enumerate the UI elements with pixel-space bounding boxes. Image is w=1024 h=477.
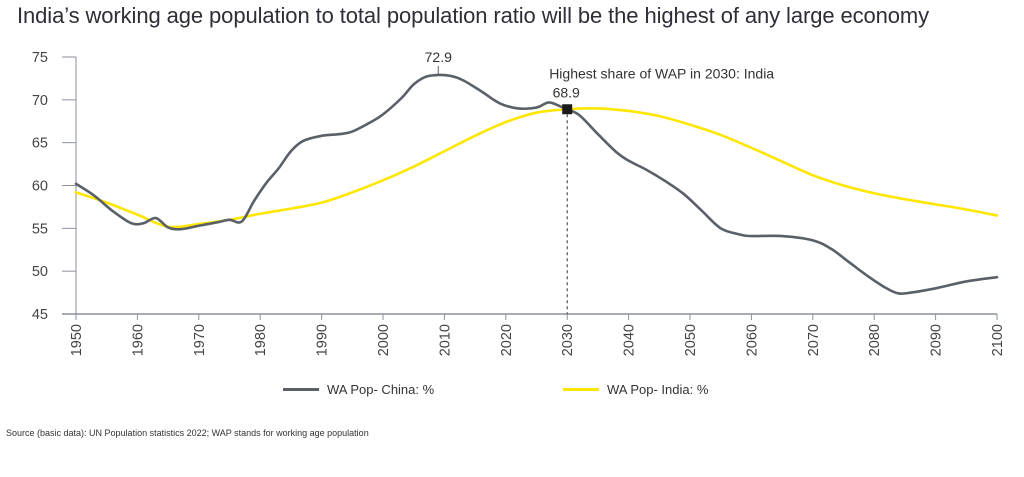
chart-title: India’s working age population to total … bbox=[17, 3, 930, 28]
legend-item-india: WA Pop- India: % bbox=[563, 382, 708, 397]
legend-label-india: WA Pop- India: % bbox=[607, 382, 709, 397]
x-tick-label: 2050 bbox=[683, 324, 699, 356]
x-tick-label: 2000 bbox=[376, 324, 392, 356]
x-tick-label: 2030 bbox=[560, 324, 576, 356]
y-tick-label: 60 bbox=[32, 179, 48, 195]
x-tick-label: 2080 bbox=[867, 324, 883, 356]
y-tick-label: 45 bbox=[32, 307, 48, 323]
x-tick-label: 1960 bbox=[130, 324, 146, 356]
x-tick-label: 1990 bbox=[315, 324, 331, 356]
legend-item-china: WA Pop- China: % bbox=[283, 382, 434, 397]
x-tick-label: 2020 bbox=[499, 324, 515, 356]
y-tick-label: 75 bbox=[32, 50, 48, 66]
source-note: Source (basic data): UN Population stati… bbox=[6, 428, 369, 438]
y-tick-label: 65 bbox=[32, 136, 48, 152]
legend-label-china: WA Pop- China: % bbox=[327, 382, 435, 397]
highlight-annotation: Highest share of WAP in 2030: India bbox=[549, 65, 774, 81]
y-tick-label: 55 bbox=[32, 221, 48, 237]
x-tick-label: 2040 bbox=[622, 324, 638, 356]
legend-swatch-china bbox=[283, 388, 319, 391]
x-tick-label: 2090 bbox=[929, 324, 945, 356]
highlight-value: 68.9 bbox=[553, 84, 580, 100]
series-line-india bbox=[74, 107, 999, 229]
x-tick-label: 2070 bbox=[806, 324, 822, 356]
x-tick-label: 1980 bbox=[253, 324, 269, 356]
x-tick-label: 1970 bbox=[192, 324, 208, 356]
legend-swatch-india bbox=[563, 388, 599, 391]
x-tick-label: 2060 bbox=[744, 324, 760, 356]
highlight-marker bbox=[562, 104, 573, 115]
axes: 45 50 55 60 65 70 75 1950 1960 1970 1980 1990 2000 20… bbox=[32, 50, 1006, 356]
series-line-china bbox=[74, 73, 999, 296]
x-tick-label: 1950 bbox=[69, 324, 85, 356]
x-tick-label: 2100 bbox=[990, 324, 1006, 356]
y-tick-label: 70 bbox=[32, 93, 48, 109]
peak-annotation: 72.9 bbox=[425, 49, 452, 65]
y-tick-label: 50 bbox=[32, 264, 48, 280]
annotation-layer: 72.9 Highest share of WAP in 2030: India… bbox=[425, 49, 774, 314]
series-layer bbox=[74, 73, 999, 296]
x-tick-label: 2010 bbox=[437, 324, 453, 356]
